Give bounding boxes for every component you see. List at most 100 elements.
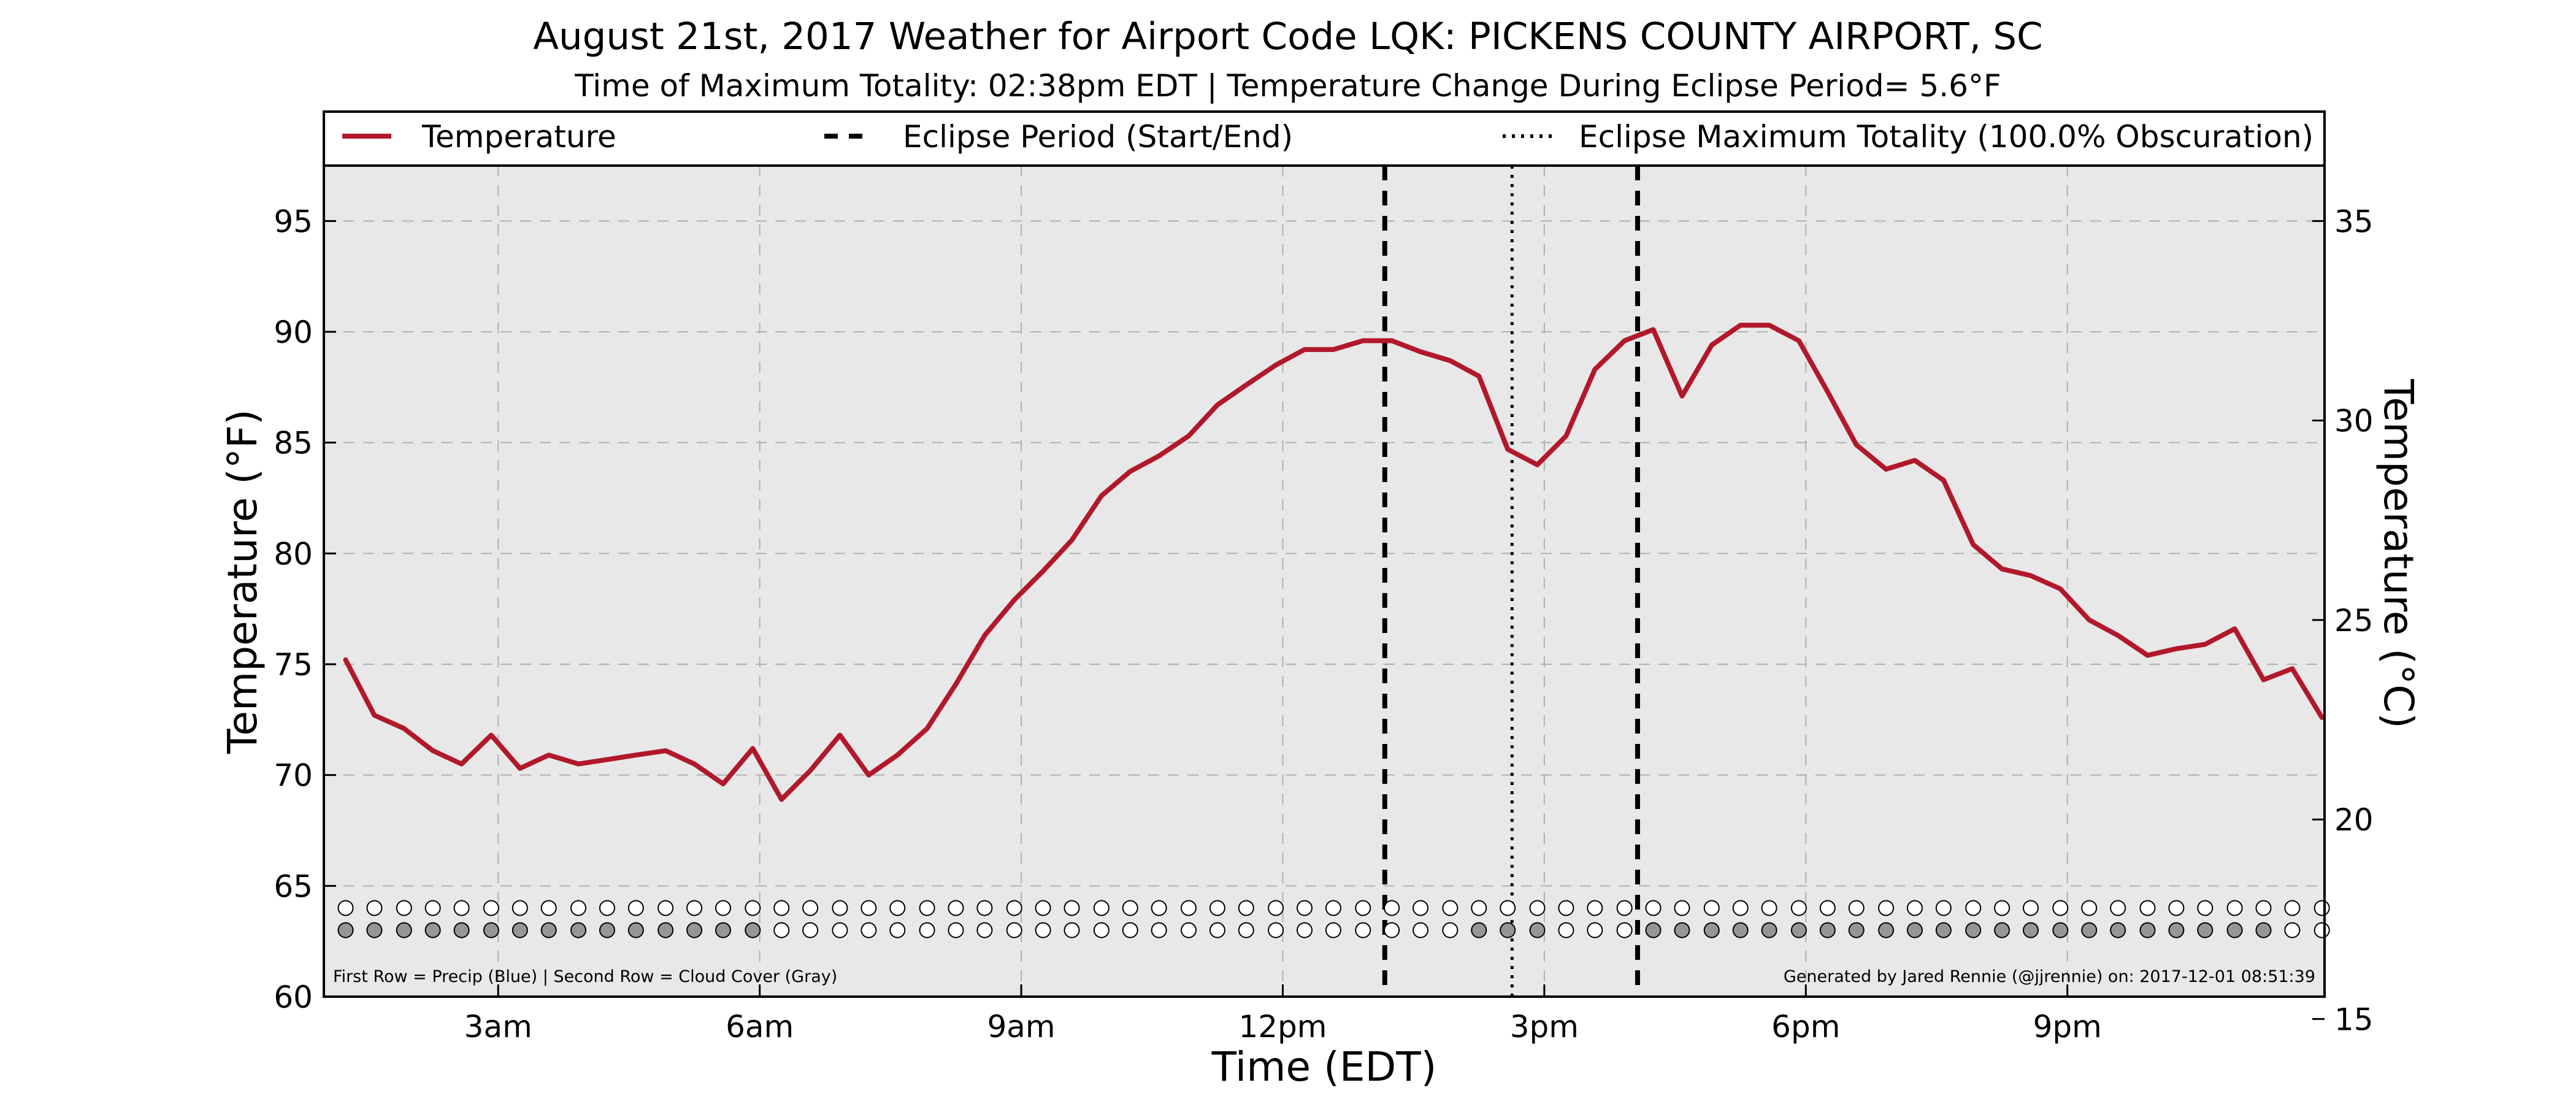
- cloud-marker: [1878, 922, 1895, 938]
- cloud-marker: [1151, 922, 1167, 938]
- cloud-marker: [424, 922, 441, 938]
- cloud-marker: [1906, 922, 1923, 938]
- precip-marker: [1703, 900, 1720, 916]
- y-tick-label: 85: [274, 426, 313, 461]
- legend: Temperature Eclipse Period (Start/End) E…: [342, 119, 2313, 155]
- y-tick-label: 95: [274, 204, 313, 239]
- cloud-marker: [1064, 922, 1080, 938]
- cloud-marker: [2110, 922, 2126, 938]
- precip-marker: [627, 900, 644, 916]
- cloud-marker: [1761, 922, 1777, 938]
- cloud-marker: [2168, 922, 2185, 938]
- cloud-marker: [889, 922, 906, 938]
- axis-ticks: 3am 6am 9am 12pm 3pm 6pm 9pm 60 65 70 75 80 85 90 95 15…: [274, 204, 2373, 1045]
- cloud-marker: [2226, 922, 2243, 938]
- precip-marker: [540, 900, 557, 916]
- precip-marker: [570, 900, 587, 916]
- y-axis-label: Temperature (°F): [219, 409, 266, 754]
- cloud-marker: [1384, 922, 1400, 938]
- cloud-marker: [1268, 922, 1284, 938]
- x-tick-label: 9pm: [2033, 1009, 2102, 1045]
- cloud-marker: [1500, 922, 1516, 938]
- cloud-marker: [1006, 922, 1022, 938]
- precip-marker: [2110, 900, 2126, 916]
- cloud-marker: [802, 922, 819, 938]
- x-tick-label: 6am: [726, 1009, 794, 1045]
- cloud-marker: [657, 922, 674, 938]
- precip-marker: [453, 900, 470, 916]
- y-tick-label: 80: [274, 536, 313, 572]
- cloud-marker: [773, 922, 790, 938]
- precip-marker: [1878, 900, 1895, 916]
- cloud-marker: [1965, 922, 1982, 938]
- precip-marker: [686, 900, 703, 916]
- precip-marker: [1122, 900, 1138, 916]
- precip-marker: [1297, 900, 1313, 916]
- precip-marker: [1674, 900, 1690, 916]
- cloud-marker: [2052, 922, 2069, 938]
- chart-subtitle: Time of Maximum Totality: 02:38pm EDT | …: [574, 68, 2001, 104]
- cloud-marker: [1529, 922, 1546, 938]
- precip-marker: [2226, 900, 2243, 916]
- note-right: Generated by Jared Rennie (@jjrennie) on…: [1784, 967, 2315, 986]
- cloud-marker: [1790, 922, 1807, 938]
- precip-marker: [396, 900, 412, 916]
- precip-marker: [366, 900, 383, 916]
- precip-marker: [1848, 900, 1865, 916]
- cloud-marker: [1325, 922, 1341, 938]
- precip-marker: [889, 900, 906, 916]
- plot-area: [324, 166, 2325, 997]
- cloud-marker: [483, 922, 499, 938]
- y-tick-label: 70: [274, 758, 313, 794]
- precip-marker: [2255, 900, 2272, 916]
- cloud-marker: [570, 922, 587, 938]
- temperature-line: [343, 323, 2325, 802]
- precip-marker: [832, 900, 848, 916]
- legend-label-eclipse-period: Eclipse Period (Start/End): [903, 119, 1293, 155]
- cloud-marker: [1413, 922, 1429, 938]
- x-tick-label: 12pm: [1238, 1009, 1327, 1045]
- y-tick-label: 90: [274, 315, 313, 350]
- precip-marker: [1500, 900, 1516, 916]
- series-layer: [343, 323, 2325, 802]
- precip-marker: [1761, 900, 1777, 916]
- y-right-tick-label: 20: [2334, 802, 2374, 838]
- cloud-marker: [715, 922, 731, 938]
- cloud-marker: [1645, 922, 1662, 938]
- precip-marker: [2168, 900, 2185, 916]
- cloud-marker: [861, 922, 877, 938]
- y-right-tick-label: 35: [2334, 204, 2374, 239]
- precip-marker: [1064, 900, 1080, 916]
- precip-marker: [1616, 900, 1633, 916]
- precip-marker: [1819, 900, 1836, 916]
- precip-marker: [745, 900, 761, 916]
- cloud-marker: [1674, 922, 1690, 938]
- y-tick-label: 75: [274, 647, 313, 683]
- cloud-marker: [976, 922, 993, 938]
- precip-marker: [512, 900, 528, 916]
- y-tick-label: 60: [274, 979, 313, 1015]
- note-left: First Row = Precip (Blue) | Second Row =…: [333, 967, 837, 986]
- precip-marker: [1413, 900, 1429, 916]
- cloud-marker: [599, 922, 615, 938]
- cloud-marker: [540, 922, 557, 938]
- precip-marker: [2081, 900, 2098, 916]
- cloud-marker: [1035, 922, 1051, 938]
- cloud-marker: [366, 922, 383, 938]
- precip-marker: [1994, 900, 2011, 916]
- cloud-marker: [2081, 922, 2098, 938]
- cloud-marker: [1819, 922, 1836, 938]
- cloud-marker: [1355, 922, 1371, 938]
- precip-marker: [1732, 900, 1749, 916]
- cloud-marker: [453, 922, 470, 938]
- precip-marker: [424, 900, 441, 916]
- cloud-marker: [2255, 922, 2272, 938]
- cloud-marker: [1209, 922, 1225, 938]
- precip-marker: [1645, 900, 1662, 916]
- grid-lines: [324, 166, 2325, 997]
- cloud-marker: [396, 922, 412, 938]
- cloud-marker: [512, 922, 528, 938]
- precip-marker: [1325, 900, 1341, 916]
- precip-marker: [1035, 900, 1051, 916]
- chart-title: August 21st, 2017 Weather for Airport Co…: [533, 15, 2042, 58]
